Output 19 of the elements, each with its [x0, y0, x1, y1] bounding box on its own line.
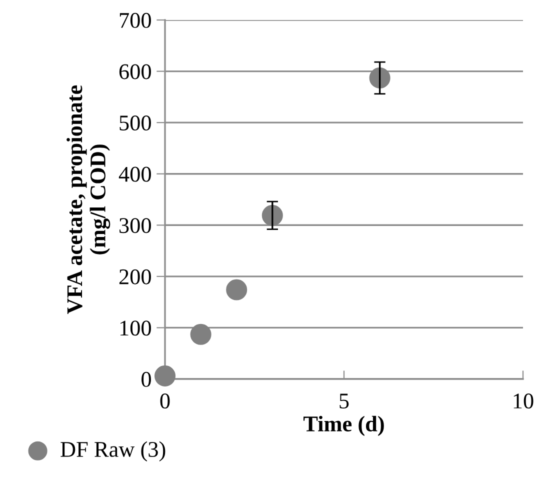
- x-tick-label: 0: [160, 394, 170, 409]
- legend-label: DF Raw (3): [60, 441, 166, 462]
- y-axis-title: VFA acetate, propionate (mg/l COD): [66, 85, 110, 314]
- y-tick-label: 0: [142, 372, 151, 387]
- y-tick-label: 300: [120, 218, 151, 234]
- y-tick-label: 100: [120, 320, 151, 336]
- point: [262, 204, 283, 226]
- x-tick-label: 5: [340, 394, 349, 409]
- y-tick-label: 500: [120, 116, 151, 130]
- x-axis-title: Time (d): [304, 416, 384, 436]
- point: [190, 324, 212, 345]
- y-tick-label: 200: [119, 269, 151, 284]
- y-tick-label: 600: [119, 64, 151, 80]
- point: [154, 365, 176, 386]
- y-tick-label: 700: [120, 12, 151, 28]
- point: [226, 279, 248, 300]
- point: [369, 67, 390, 88]
- y-tick-label: 400: [118, 166, 151, 182]
- x-tick-label: 10: [514, 394, 534, 409]
